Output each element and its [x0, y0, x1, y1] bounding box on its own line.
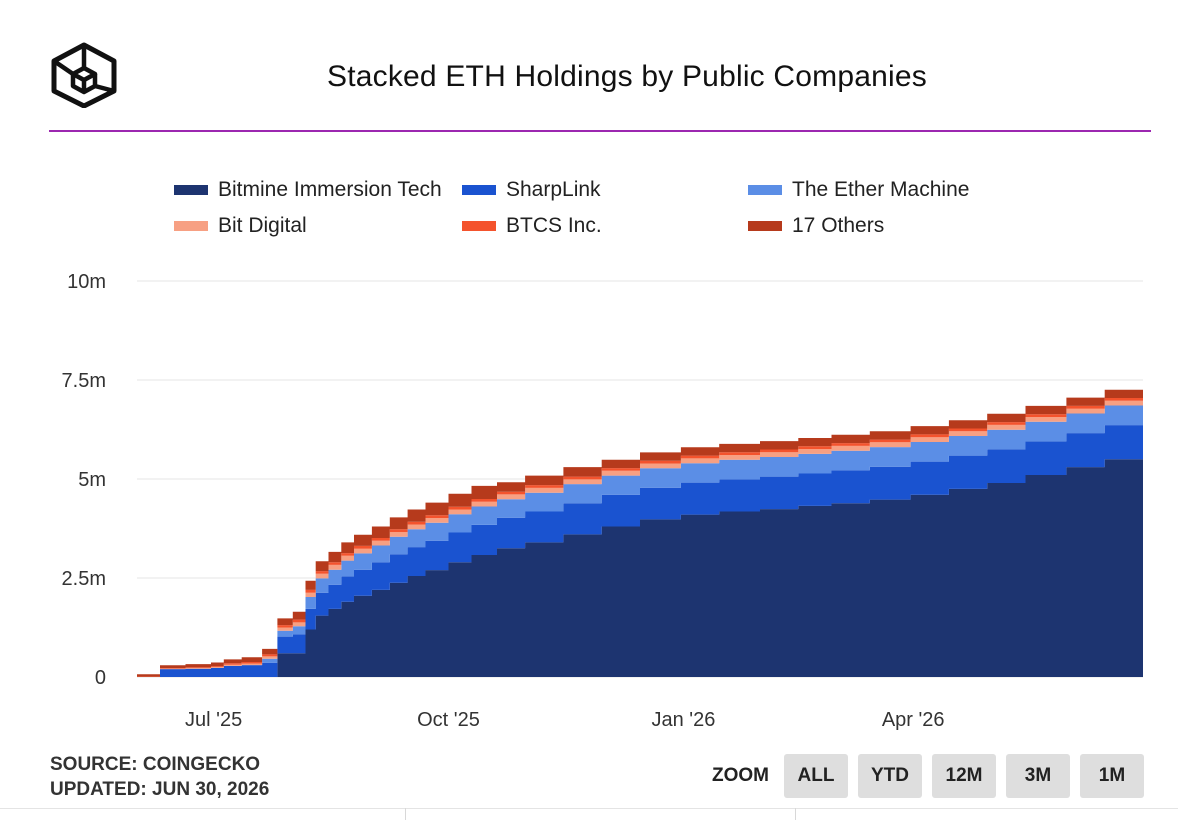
coingecko-cube-icon: [51, 42, 117, 108]
legend-swatch: [174, 221, 208, 231]
zoom-all-button[interactable]: ALL: [784, 754, 848, 798]
zoom-12m-button[interactable]: 12M: [932, 754, 996, 798]
legend-item-bitmine[interactable]: Bitmine Immersion Tech: [174, 178, 442, 202]
zoom-1m-button[interactable]: 1M: [1080, 754, 1144, 798]
x-tick-label: Jul '25: [185, 709, 242, 731]
legend-swatch: [462, 185, 496, 195]
legend-label: 17 Others: [792, 214, 885, 237]
title-divider: [49, 130, 1151, 132]
y-tick-label: 7.5m: [62, 370, 106, 392]
y-tick-label: 2.5m: [62, 568, 106, 590]
legend-item-sharplink[interactable]: SharpLink: [462, 178, 601, 202]
legend-item-ether-machine[interactable]: The Ether Machine: [748, 178, 969, 202]
area-series-0[interactable]: [137, 451, 1143, 677]
legend-label: The Ether Machine: [792, 178, 970, 201]
updated-text: UPDATED: JUN 30, 2026: [50, 779, 270, 800]
bottom-divider: [405, 808, 406, 820]
area-series-1[interactable]: [137, 416, 1143, 677]
zoom-label: ZOOM: [712, 765, 769, 786]
zoom-ytd-button[interactable]: YTD: [858, 754, 922, 798]
x-tick-label: Jan '26: [651, 709, 715, 731]
legend-item-bit-digital[interactable]: Bit Digital: [174, 214, 307, 238]
legend-swatch: [748, 221, 782, 231]
y-tick-label: 0: [95, 667, 106, 689]
bottom-border: [0, 808, 1178, 809]
area-series-2[interactable]: [137, 397, 1143, 677]
legend-label: Bit Digital: [218, 214, 307, 237]
chart-footer: SOURCE: COINGECKO UPDATED: JUN 30, 2026: [50, 752, 269, 802]
bottom-divider: [795, 808, 796, 820]
x-tick-label: Apr '26: [882, 709, 945, 731]
area-series-3[interactable]: [137, 392, 1143, 677]
area-series-5[interactable]: [137, 381, 1143, 677]
legend-item-17-others[interactable]: 17 Others: [748, 214, 884, 238]
stacked-area-chart: 0 2.5m 5m 7.5m 10m Jul '25 Oct '25 Jan '26 Apr '…: [62, 271, 1143, 731]
legend-swatch: [174, 185, 208, 195]
zoom-3m-button[interactable]: 3M: [1006, 754, 1070, 798]
chart-title: Stacked ETH Holdings by Public Companies: [327, 60, 927, 93]
legend-label: SharpLink: [506, 178, 601, 201]
legend-swatch: [748, 185, 782, 195]
legend-label: BTCS Inc.: [506, 214, 602, 237]
y-tick-label: 10m: [67, 271, 106, 293]
legend-item-btcs[interactable]: BTCS Inc.: [462, 214, 602, 238]
legend-label: Bitmine Immersion Tech: [218, 178, 442, 201]
source-text: SOURCE: COINGECKO: [50, 754, 261, 775]
y-tick-label: 5m: [78, 469, 106, 491]
legend-swatch: [462, 221, 496, 231]
x-tick-label: Oct '25: [417, 709, 480, 731]
